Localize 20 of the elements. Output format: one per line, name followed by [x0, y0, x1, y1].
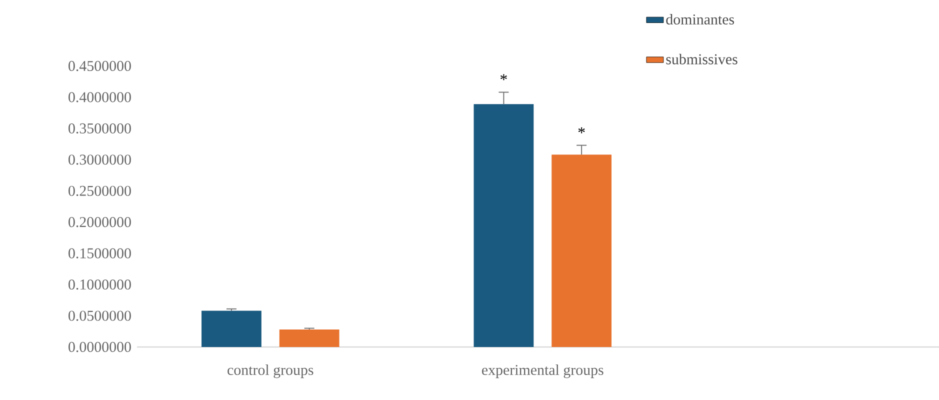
bar [474, 104, 534, 347]
x-tick-label: control groups [228, 364, 314, 378]
annotation: * [578, 127, 585, 134]
y-tick-label: 0.0500000 [68, 310, 131, 321]
y-tick-label: 0.0000000 [68, 342, 131, 352]
y-tick-label: 0.4500000 [68, 60, 131, 72]
bar [279, 330, 340, 347]
annotation: * [500, 74, 507, 80]
x-tick-label: experimental groups [482, 364, 604, 378]
legend-label: submissives [666, 54, 738, 64]
y-tick-label: 0.3500000 [68, 123, 131, 134]
bar [552, 154, 612, 347]
y-tick-label: 0.3000000 [68, 154, 131, 165]
y-tick-label: 0.1500000 [68, 248, 131, 258]
y-tick-label: 0.2000000 [68, 217, 131, 228]
y-tick-label: 0.2500000 [68, 186, 131, 196]
legend-label: dominantes [666, 14, 734, 24]
y-tick-label: 0.4000000 [68, 92, 131, 102]
bar [202, 310, 262, 347]
y-tick-label: 0.1000000 [68, 279, 131, 290]
